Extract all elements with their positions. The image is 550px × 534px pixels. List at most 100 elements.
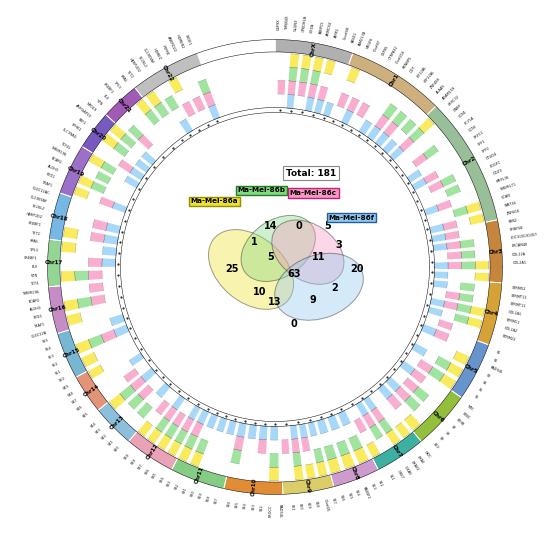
Text: CIKAV: CIKAV [403, 465, 411, 476]
Polygon shape [259, 426, 267, 440]
Text: CTRPA42: CTRPA42 [388, 44, 399, 60]
Text: GKIC: GKIC [423, 450, 431, 459]
Polygon shape [141, 368, 156, 382]
Polygon shape [413, 386, 429, 402]
Polygon shape [208, 105, 220, 120]
Polygon shape [102, 258, 116, 267]
Text: SREBF1: SREBF1 [24, 256, 38, 261]
Polygon shape [109, 394, 125, 409]
Text: S31: S31 [182, 486, 188, 494]
Polygon shape [182, 417, 194, 432]
Polygon shape [434, 271, 448, 279]
Polygon shape [323, 102, 334, 117]
Polygon shape [301, 437, 310, 452]
Polygon shape [76, 371, 108, 410]
Polygon shape [337, 93, 349, 108]
Text: ANKRD22: ANKRD22 [166, 36, 177, 53]
Polygon shape [129, 352, 144, 366]
Polygon shape [257, 439, 267, 453]
Polygon shape [292, 438, 300, 453]
Polygon shape [89, 282, 103, 293]
Polygon shape [120, 134, 136, 148]
Text: CLEC12AC: CLEC12AC [31, 186, 50, 195]
Text: S14: S14 [354, 489, 360, 497]
Text: TMSB4X: TMSB4X [285, 15, 290, 30]
Text: USP9X: USP9X [277, 18, 282, 30]
Polygon shape [383, 104, 398, 119]
Polygon shape [433, 329, 449, 342]
Polygon shape [64, 299, 79, 311]
Text: SPHK1: SPHK1 [70, 123, 82, 132]
Polygon shape [269, 467, 279, 481]
Polygon shape [356, 103, 370, 118]
Text: CL1909AF: CL1909AF [29, 195, 47, 203]
Polygon shape [198, 79, 211, 95]
Text: S46: S46 [76, 405, 84, 412]
Text: SFP1: SFP1 [477, 139, 487, 146]
Text: S32: S32 [174, 483, 180, 491]
Text: MRPL36: MRPL36 [496, 175, 510, 184]
Text: S41: S41 [107, 439, 114, 447]
Text: Chr13: Chr13 [109, 414, 125, 430]
Polygon shape [287, 95, 295, 108]
Polygon shape [434, 262, 448, 269]
Text: S47: S47 [72, 398, 79, 405]
Text: TRAF1: TRAF1 [34, 323, 45, 329]
Polygon shape [362, 413, 376, 428]
Polygon shape [370, 424, 383, 439]
Polygon shape [466, 202, 481, 214]
Text: SLC39AG: SLC39AG [61, 127, 77, 139]
Polygon shape [124, 176, 140, 189]
Polygon shape [197, 409, 209, 425]
Text: 20: 20 [350, 264, 364, 274]
Polygon shape [146, 91, 162, 107]
Polygon shape [310, 70, 321, 85]
Polygon shape [423, 145, 438, 159]
Text: FLII: FLII [32, 265, 37, 269]
Polygon shape [366, 442, 380, 457]
Polygon shape [165, 423, 179, 438]
Polygon shape [92, 219, 108, 231]
Text: ALDH3: ALDH3 [46, 164, 59, 172]
Polygon shape [130, 376, 146, 391]
Text: STBC: STBC [461, 412, 471, 420]
Text: 14: 14 [264, 221, 278, 231]
Text: S3: S3 [486, 373, 491, 379]
Polygon shape [157, 434, 172, 450]
Polygon shape [431, 233, 446, 242]
Polygon shape [298, 82, 307, 97]
Text: S11: S11 [388, 474, 395, 482]
Polygon shape [135, 159, 150, 173]
Polygon shape [179, 119, 193, 134]
Polygon shape [305, 464, 316, 478]
Polygon shape [178, 446, 192, 462]
Polygon shape [419, 118, 434, 134]
Text: ALDH3: ALDH3 [29, 306, 42, 312]
Polygon shape [61, 271, 75, 282]
Text: STRM52: STRM52 [512, 286, 526, 291]
Text: 3: 3 [336, 240, 342, 250]
Text: S39: S39 [123, 453, 130, 460]
Polygon shape [236, 422, 247, 437]
Polygon shape [424, 205, 439, 216]
Text: HERPUD2: HERPUD2 [128, 58, 140, 74]
Text: S51: S51 [55, 369, 63, 376]
Polygon shape [293, 452, 302, 466]
Polygon shape [172, 459, 227, 489]
Text: SE26L2: SE26L2 [137, 56, 147, 69]
Text: SPP2: SPP2 [482, 146, 491, 154]
Polygon shape [102, 134, 118, 149]
Polygon shape [74, 186, 90, 199]
Ellipse shape [272, 220, 344, 284]
Text: ARMCX4: ARMCX4 [327, 21, 334, 36]
Text: TMEM196: TMEM196 [22, 290, 39, 296]
Text: HOMER2: HOMER2 [174, 34, 184, 49]
Text: S30: S30 [190, 489, 196, 497]
Polygon shape [475, 273, 489, 281]
Polygon shape [359, 120, 372, 135]
Polygon shape [447, 363, 463, 378]
Polygon shape [404, 395, 420, 411]
Polygon shape [75, 271, 89, 281]
Polygon shape [100, 197, 114, 208]
Text: S54: S54 [45, 346, 53, 352]
